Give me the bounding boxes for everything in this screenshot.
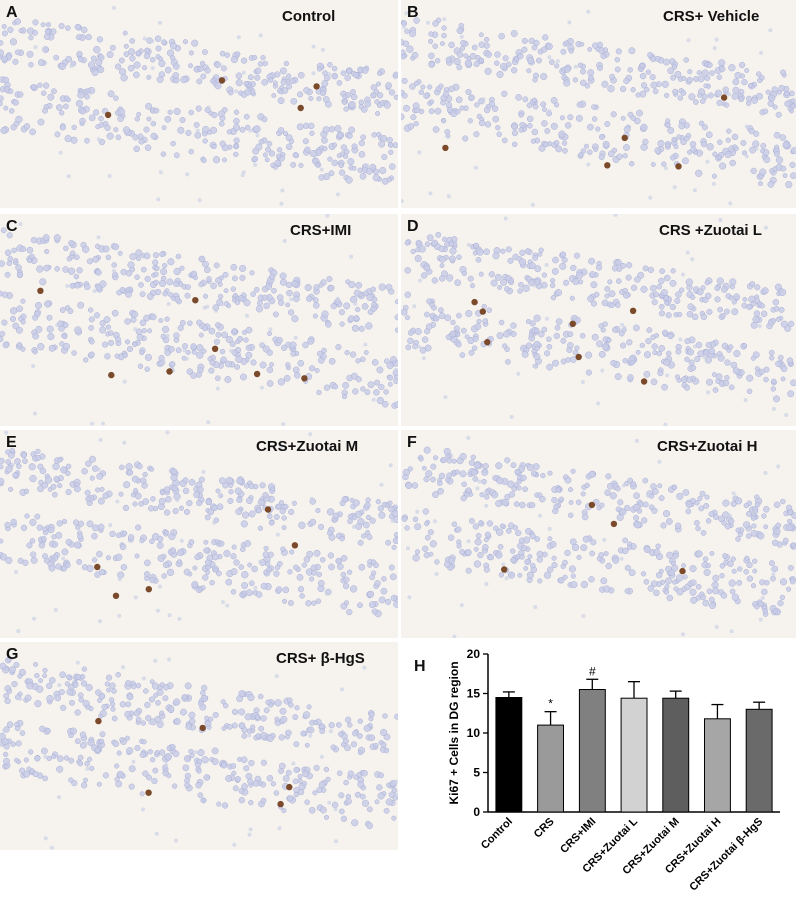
ki67-positive-cell [313, 83, 320, 90]
chart-panel-h: H 0 5 10 15 20 Ki67 + Cells in DG region Contr… [404, 640, 796, 907]
y-axis-label: Ki67 + Cells in DG region [447, 661, 461, 804]
micrograph-panel-g: G CRS+ β-HgS [0, 642, 398, 850]
bar [620, 697, 648, 813]
ki67-positive-cell [484, 339, 491, 346]
panel-title: CRS+ Vehicle [663, 8, 760, 25]
tissue-image [0, 430, 398, 634]
y-tick-label: 10 [467, 726, 481, 740]
tissue-image [0, 656, 398, 850]
y-tick-label: 15 [467, 687, 481, 701]
ki67-positive-cell [264, 506, 272, 513]
bar [662, 697, 690, 813]
cell-layer [0, 656, 398, 850]
y-tick-label: 20 [467, 647, 481, 661]
panel-title: CRS+IMI [290, 222, 352, 239]
panel-title: CRS+Zuotai H [657, 438, 758, 455]
ki67-positive-cell [291, 542, 299, 549]
panel-label: C [6, 218, 18, 235]
panel-label: A [6, 4, 18, 21]
tissue-image [0, 214, 398, 426]
micrograph-panel-d: D CRS +Zuotai L [401, 214, 796, 426]
ki67-positive-cell [95, 717, 102, 725]
ki67-positive-cell [218, 77, 226, 84]
panel-title: CRS+Zuotai M [256, 438, 359, 455]
ki67-positive-cell [501, 566, 508, 573]
x-tick-label: Control [479, 816, 515, 852]
ki67-positive-cell [112, 592, 120, 599]
ki67-positive-cell [94, 563, 101, 571]
bar [578, 689, 606, 813]
tissue-image [0, 5, 398, 206]
ki67-positive-cell [442, 144, 449, 152]
ki67-positive-cell [297, 104, 304, 112]
panel-title: CRS+ β-HgS [276, 650, 365, 667]
ki67-positive-cell [575, 353, 582, 361]
micrograph-panel-c: C CRS+IMI [0, 214, 398, 426]
bar [537, 724, 565, 813]
ki67-positive-cell [199, 724, 206, 732]
ki67-positive-cell [108, 371, 115, 379]
tissue-image [401, 9, 796, 207]
panel-label: E [6, 434, 17, 451]
panel-label: G [6, 646, 19, 663]
significance-marker: # [589, 664, 596, 678]
cell-layer [0, 5, 398, 206]
tissue-image [401, 435, 796, 638]
panel-label: F [407, 434, 417, 451]
ki67-positive-cell [192, 297, 199, 304]
bar [704, 718, 731, 813]
ki67-positive-cell [479, 308, 486, 315]
micrograph-panel-b: B CRS+ Vehicle [401, 0, 796, 208]
ki67-positive-cell [675, 163, 682, 170]
ki67-positive-cell [679, 567, 686, 575]
ki67-positive-cell [145, 789, 152, 796]
micrograph-panel-f: F CRS+Zuotai H [401, 430, 796, 638]
panel-title: Control [282, 8, 336, 25]
ki67-positive-cell [629, 307, 637, 314]
ki67-positive-cell [301, 375, 308, 382]
x-tick-label: CRS+Zuotai β-HgS [687, 816, 765, 894]
panel-label: B [407, 4, 419, 21]
x-tick-label: CRS [532, 816, 557, 841]
ki67-positive-cell [166, 368, 173, 375]
bar [745, 708, 773, 813]
ki67-positive-cell [640, 378, 648, 385]
panel-title: CRS +Zuotai L [659, 222, 762, 239]
x-tick-label: CRS+IMI [558, 816, 598, 856]
y-tick-label: 5 [473, 766, 480, 780]
ki67-positive-cell [588, 501, 596, 509]
ki67-positive-cell [569, 320, 576, 327]
ki67-positive-cell [286, 783, 293, 791]
ki67-positive-cell [37, 287, 44, 294]
ki67-positive-cell [621, 134, 628, 142]
panel-label: H [414, 658, 426, 675]
ki67-positive-cell [211, 345, 219, 352]
tissue-image [401, 214, 796, 426]
micrograph-panel-e: E CRS+Zuotai M [0, 430, 398, 638]
ki67-positive-cell [720, 94, 728, 101]
ki67-positive-cell [253, 370, 261, 378]
ki67-positive-cell [604, 162, 611, 169]
ki67-positive-cell [610, 520, 618, 528]
cell-layer [0, 214, 398, 426]
bar-chart: 0 5 10 15 20 Ki67 + Cells in DG region Control… [447, 647, 780, 894]
y-tick-label: 0 [473, 805, 480, 819]
ki67-positive-cell [471, 298, 478, 306]
cell-layer [401, 9, 796, 207]
micrograph-panel-a: A Control [0, 0, 398, 208]
ki67-positive-cell [277, 800, 284, 808]
cell-layer [401, 214, 796, 426]
ki67-positive-cell [145, 586, 152, 593]
significance-marker: * [548, 697, 553, 711]
cell-layer [0, 430, 398, 634]
cell-layer [401, 435, 796, 638]
ki67-positive-cell [104, 111, 112, 119]
bar [495, 697, 523, 813]
panel-label: D [407, 218, 419, 235]
